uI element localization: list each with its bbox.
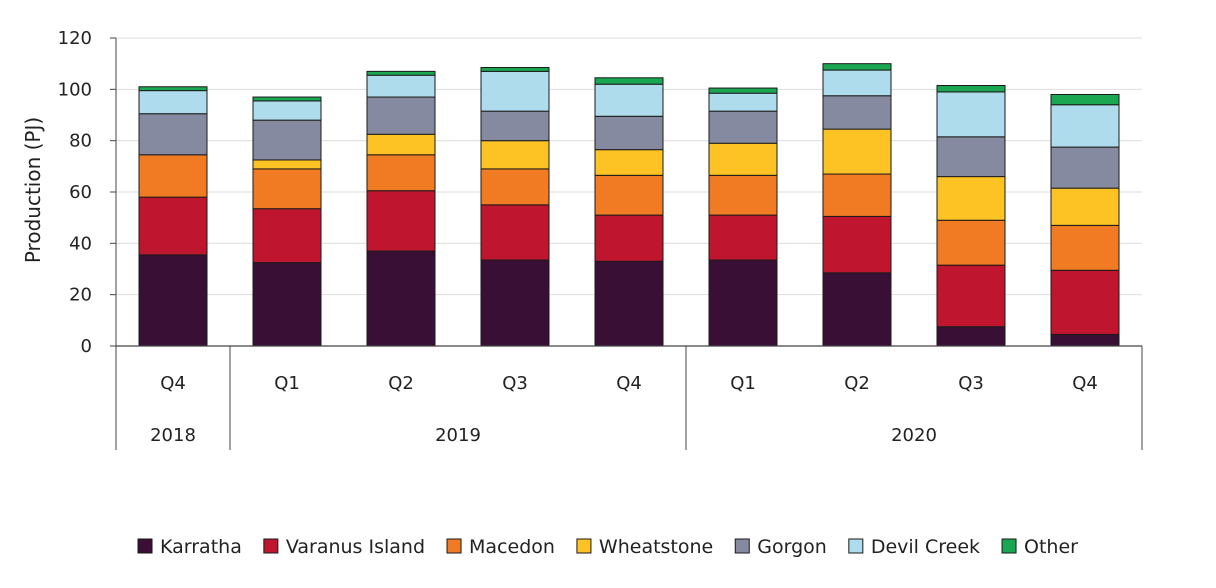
bar-segment-devil-creek <box>823 70 891 96</box>
bar-segment-varanus-island <box>481 205 549 260</box>
bar-segment-wheatstone <box>367 134 435 155</box>
legend-label: Gorgon <box>757 536 827 558</box>
bar-segment-varanus-island <box>1051 270 1119 334</box>
bar-segment-macedon <box>1051 225 1119 270</box>
x-group-label: 2019 <box>435 425 481 446</box>
bar-segment-gorgon <box>595 116 663 149</box>
bar-segment-other <box>709 88 777 93</box>
bar-segment-karratha <box>139 255 207 346</box>
x-category-label: Q4 <box>1072 373 1098 394</box>
x-category-label: Q2 <box>388 373 414 394</box>
bar-segment-karratha <box>1051 334 1119 346</box>
bar-segment-macedon <box>709 175 777 215</box>
x-category-label: Q4 <box>616 373 642 394</box>
bar-segment-devil-creek <box>937 92 1005 137</box>
bar-segment-macedon <box>823 174 891 216</box>
bar-segment-macedon <box>481 169 549 205</box>
x-group-label: 2020 <box>891 425 937 446</box>
bar-segment-wheatstone <box>937 177 1005 221</box>
bar-segment-devil-creek <box>481 71 549 111</box>
bar-segment-devil-creek <box>139 91 207 114</box>
bar-segment-wheatstone <box>253 160 321 169</box>
bar-segment-devil-creek <box>253 101 321 120</box>
y-axis-label: Production (PJ) <box>21 117 45 263</box>
bar-segment-other <box>823 64 891 70</box>
bar-segment-varanus-island <box>367 191 435 251</box>
x-group-label: 2018 <box>150 425 196 446</box>
bar-segment-gorgon <box>709 111 777 143</box>
legend: Karratha Varanus Island Macedon Wheatstone G… <box>138 536 1078 558</box>
bar-segment-varanus-island <box>823 216 891 272</box>
bar-segment-gorgon <box>1051 147 1119 188</box>
bar-segment-devil-creek <box>595 84 663 116</box>
legend-label: Karratha <box>160 536 242 558</box>
x-category-label: Q1 <box>730 373 756 394</box>
legend-swatch <box>849 539 863 553</box>
bar-segment-other <box>481 68 549 72</box>
bar-segment-gorgon <box>481 111 549 141</box>
y-tick-label: 60 <box>69 182 92 203</box>
bar-segment-varanus-island <box>595 215 663 261</box>
y-tick-label: 0 <box>81 336 92 357</box>
bar-segment-gorgon <box>367 97 435 134</box>
bar-segment-karratha <box>367 251 435 346</box>
bar-segment-wheatstone <box>1051 188 1119 225</box>
bar-segment-gorgon <box>937 137 1005 177</box>
legend-swatch <box>577 539 591 553</box>
legend-swatch <box>1002 539 1016 553</box>
bar-segment-wheatstone <box>823 129 891 174</box>
bar-segment-macedon <box>937 220 1005 265</box>
bar-segment-karratha <box>253 263 321 346</box>
bar-segment-macedon <box>595 175 663 215</box>
x-category-label: Q1 <box>274 373 300 394</box>
y-tick-label: 80 <box>69 131 92 152</box>
bar-segment-devil-creek <box>1051 105 1119 147</box>
bar-segment-macedon <box>253 169 321 209</box>
bar-segment-varanus-island <box>709 215 777 260</box>
bar-segment-devil-creek <box>709 93 777 111</box>
bar-segment-varanus-island <box>253 209 321 263</box>
bar-segment-other <box>937 85 1005 91</box>
bar-segment-karratha <box>823 273 891 346</box>
x-category-label: Q3 <box>502 373 528 394</box>
legend-label: Wheatstone <box>599 536 713 558</box>
x-category-label: Q3 <box>958 373 984 394</box>
bar-segment-karratha <box>595 261 663 346</box>
bar-segment-wheatstone <box>709 143 777 175</box>
bar-segment-other <box>1051 94 1119 104</box>
y-tick-label: 120 <box>58 28 92 49</box>
bars <box>139 64 1119 346</box>
bar-segment-gorgon <box>139 114 207 155</box>
bar-segment-other <box>139 87 207 91</box>
legend-swatch <box>735 539 749 553</box>
legend-swatch <box>264 539 278 553</box>
bar-segment-gorgon <box>823 96 891 129</box>
bar-segment-other <box>595 78 663 84</box>
legend-swatch <box>138 539 152 553</box>
legend-label: Devil Creek <box>871 536 980 558</box>
bar-segment-karratha <box>709 260 777 346</box>
bar-segment-wheatstone <box>481 141 549 169</box>
y-tick-label: 40 <box>69 233 92 254</box>
bar-segment-karratha <box>937 327 1005 346</box>
bar-segment-wheatstone <box>595 150 663 176</box>
y-tick-label: 100 <box>58 79 92 100</box>
y-tick-label: 20 <box>69 285 92 306</box>
legend-label: Varanus Island <box>286 536 425 558</box>
bar-segment-karratha <box>481 260 549 346</box>
bar-segment-other <box>253 97 321 101</box>
bar-segment-macedon <box>139 155 207 197</box>
legend-label: Macedon <box>469 536 555 558</box>
legend-swatch <box>447 539 461 553</box>
x-category-label: Q2 <box>844 373 870 394</box>
legend-label: Other <box>1024 536 1078 558</box>
bar-segment-varanus-island <box>937 265 1005 327</box>
bar-segment-other <box>367 71 435 75</box>
bar-segment-macedon <box>367 155 435 191</box>
bar-segment-devil-creek <box>367 75 435 97</box>
x-category-label: Q4 <box>160 373 186 394</box>
bar-segment-gorgon <box>253 120 321 160</box>
bar-segment-varanus-island <box>139 197 207 255</box>
